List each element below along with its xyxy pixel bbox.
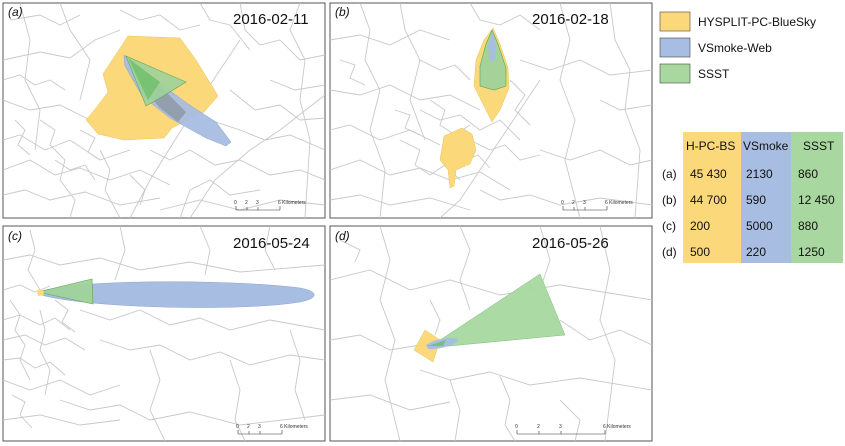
table-cell: 500 [690,245,710,259]
panel-letter: (c) [8,229,22,243]
table-header: H-PC-BS [686,139,735,153]
panel-date: 2016-02-11 [233,11,309,28]
map-panel-d: (d) 2016-05-26 0 2 3 6 Kilometers [329,225,653,442]
scale-label: 6 Kilometers [280,424,308,430]
legend-label: SSST [698,67,730,81]
scale-label: 3 [559,424,562,430]
column-band-vsmoke [741,132,791,263]
table-cell: 5000 [746,219,773,233]
legend-label: VSmoke-Web [698,41,772,55]
scale-label: 0 [515,424,518,430]
scale-label: 0 [561,200,564,206]
table-cell: 860 [798,167,818,181]
scale-label: 6 Kilometers [605,200,633,206]
table-row-label: (b) [662,193,677,207]
vsmoke-plume [37,281,315,308]
map-panel-a: (a) 2016-02-11 0 2 3 6 Kilometers [2,2,326,219]
table-cell: 880 [798,219,818,233]
hysplit-plume-south [439,127,477,189]
column-band-ssst [791,132,843,263]
legend: HYSPLIT-PC-BlueSky VSmoke-Web SSST [659,11,816,84]
road-network [3,3,325,218]
legend-swatch-ssst [659,63,691,84]
scale-label: 2 [245,200,248,206]
scale-label: 6 Kilometers [278,200,306,206]
legend-swatch-hysplit [659,11,691,32]
scale-label: 3 [256,200,259,206]
table-cell: 2130 [746,167,773,181]
road-network [3,226,325,441]
table-cell: 220 [746,245,766,259]
scale-label: 2 [537,424,540,430]
scale-bar: 0 2 3 6 Kilometers [234,200,306,211]
scale-label: 3 [583,200,586,206]
legend-label: HYSPLIT-PC-BlueSky [698,15,816,29]
panel-letter: (a) [8,5,23,19]
legend-swatch-vsmoke [659,37,691,58]
ssst-plume [427,273,566,349]
table-cell: 12 450 [798,193,835,207]
table-row-label: (c) [662,219,676,233]
column-band-hysplit [683,132,741,263]
hysplit-plume [37,289,44,296]
scale-label: 2 [572,200,575,206]
scale-label: 6 Kilometers [603,424,631,430]
scale-label: 2 [247,424,250,430]
panel-date: 2016-05-24 [233,235,310,252]
table-cell: 1250 [798,245,825,259]
table-cell: 590 [746,193,766,207]
panel-letter: (d) [335,229,350,243]
ssst-plume [37,278,94,305]
ssst-core [428,340,446,346]
panel-frame [2,225,326,442]
table-header: VSmoke [743,139,789,153]
panel-date: 2016-02-18 [532,11,609,28]
road-network [330,226,652,441]
panel-date: 2016-05-26 [532,235,609,252]
scale-label: 3 [258,424,261,430]
table-header: SSST [803,139,835,153]
map-panel-b: (b) 2016-02-18 0 2 3 6 Kilometers [329,2,653,219]
road-network [330,3,652,218]
table-row-label: (a) [662,167,677,181]
vsmoke-plume [488,32,496,62]
table-row-label: (d) [662,245,677,259]
area-table: H-PC-BS VSmoke SSST (a) 45 430 2130 860 … [662,132,843,263]
scale-bar: 0 2 3 6 Kilometers [515,424,631,435]
scale-label: 0 [236,424,239,430]
table-cell: 44 700 [690,193,727,207]
scale-bar: 0 2 3 6 Kilometers [561,200,633,211]
table-cell: 200 [690,219,710,233]
table-cell: 45 430 [690,167,727,181]
scale-bar: 0 2 3 6 Kilometers [236,424,308,435]
scale-label: 0 [234,200,237,206]
map-panel-c: (c) 2016-05-24 0 2 3 6 Kilometers [2,225,326,442]
panel-letter: (b) [335,5,350,19]
ssst-core [128,58,160,100]
